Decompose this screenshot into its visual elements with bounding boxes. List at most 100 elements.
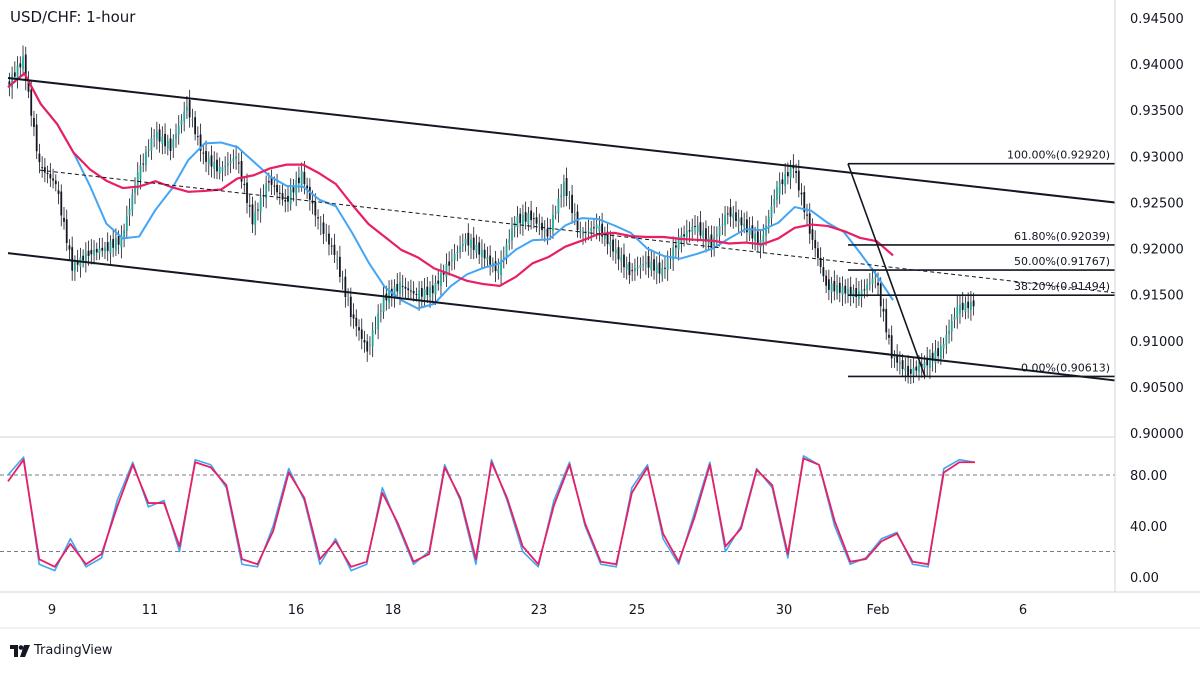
candle-down xyxy=(248,205,251,207)
candle-down xyxy=(915,366,918,371)
candle-down xyxy=(532,218,535,220)
candle-down xyxy=(54,180,57,185)
candle-up xyxy=(379,310,382,312)
candle-down xyxy=(683,234,685,237)
candle-up xyxy=(183,111,186,122)
candle-up xyxy=(942,343,945,349)
candle-up xyxy=(836,284,838,294)
candle-up xyxy=(634,267,636,272)
candle-down xyxy=(478,242,481,255)
candle-down xyxy=(333,244,336,255)
candle-up xyxy=(666,258,669,271)
candle-up xyxy=(929,355,931,368)
candle-down xyxy=(24,54,27,81)
candle-down xyxy=(46,172,49,175)
candle-down xyxy=(467,232,470,246)
candle-down xyxy=(699,222,702,236)
candle-up xyxy=(486,257,489,260)
candle-down xyxy=(519,213,522,224)
candle-down xyxy=(786,172,789,177)
candle-up xyxy=(235,156,237,159)
candle-down xyxy=(631,270,634,272)
candle-up xyxy=(259,197,262,212)
candle-down xyxy=(63,217,65,222)
candle-down xyxy=(546,228,549,237)
candle-up xyxy=(139,165,142,180)
candle-up xyxy=(841,286,844,295)
candle-down xyxy=(8,81,11,87)
candle-up xyxy=(685,230,688,238)
candle-down xyxy=(311,201,314,204)
candle-down xyxy=(328,233,330,245)
candle-down xyxy=(33,117,35,127)
candle-up xyxy=(773,198,776,206)
time-tick-label: 9 xyxy=(48,603,56,618)
candle-down xyxy=(849,286,852,296)
candle-up xyxy=(557,198,560,214)
candle-up xyxy=(475,244,478,253)
candle-down xyxy=(882,308,885,312)
candle-down xyxy=(273,185,276,187)
candle-up xyxy=(325,234,328,236)
fibonacci-level-label: 0.00%(0.90613) xyxy=(1021,361,1110,374)
price-tick-label: 0.93000 xyxy=(1130,150,1184,165)
candle-up xyxy=(554,212,557,214)
candle-up xyxy=(502,256,505,260)
candle-down xyxy=(751,225,754,239)
stochastic-k-line xyxy=(7,455,976,572)
candle-up xyxy=(748,227,751,235)
moving-average-pink xyxy=(7,72,894,288)
price-tick-label: 0.94000 xyxy=(1130,58,1184,73)
moving-average-blue xyxy=(7,72,894,310)
candle-down xyxy=(112,239,115,248)
candle-down xyxy=(901,360,904,370)
candle-down xyxy=(412,290,415,294)
candle-up xyxy=(393,286,396,299)
candle-down xyxy=(483,249,486,259)
price-tick-label: 0.90000 xyxy=(1130,427,1184,442)
candle-up xyxy=(918,364,920,372)
candle-down xyxy=(937,348,940,357)
price-tick-label: 0.93500 xyxy=(1130,104,1184,119)
candle-up xyxy=(22,56,24,70)
candle-down xyxy=(410,290,412,292)
candle-down xyxy=(404,286,407,289)
candle-up xyxy=(866,284,869,291)
tradingview-icon xyxy=(10,644,30,657)
candle-up xyxy=(453,253,456,261)
candle-down xyxy=(68,245,71,250)
candle-up xyxy=(120,235,123,248)
fibonacci-level-label: 38.20%(0.91494) xyxy=(1014,280,1110,293)
candle-up xyxy=(93,249,95,256)
candle-up xyxy=(852,290,855,298)
candle-down xyxy=(756,231,759,245)
candle-up xyxy=(155,131,158,140)
candle-down xyxy=(617,247,620,260)
channel-upper-line xyxy=(7,76,1116,204)
candle-down xyxy=(358,327,360,331)
candle-up xyxy=(459,246,461,253)
candle-down xyxy=(281,193,284,200)
candle-down xyxy=(298,177,300,184)
candle-down xyxy=(317,217,319,219)
candle-up xyxy=(341,279,344,281)
candle-down xyxy=(877,282,879,286)
candle-up xyxy=(289,189,292,205)
candle-down xyxy=(251,204,254,225)
candle-up xyxy=(481,249,483,257)
oscillator-tick-label: 40.00 xyxy=(1130,520,1167,535)
candle-up xyxy=(598,225,601,232)
candle-up xyxy=(374,327,377,329)
candle-up xyxy=(319,223,322,225)
candle-down xyxy=(674,245,677,248)
candle-up xyxy=(224,166,227,168)
tradingview-logo[interactable]: TradingView xyxy=(10,643,113,658)
candle-up xyxy=(702,230,705,239)
candle-down xyxy=(726,213,729,215)
oscillator-pane xyxy=(0,455,1115,572)
candle-up xyxy=(549,229,552,231)
oscillator-tick-label: 80.00 xyxy=(1130,469,1167,484)
candle-down xyxy=(202,152,205,154)
candle-up xyxy=(114,238,117,251)
